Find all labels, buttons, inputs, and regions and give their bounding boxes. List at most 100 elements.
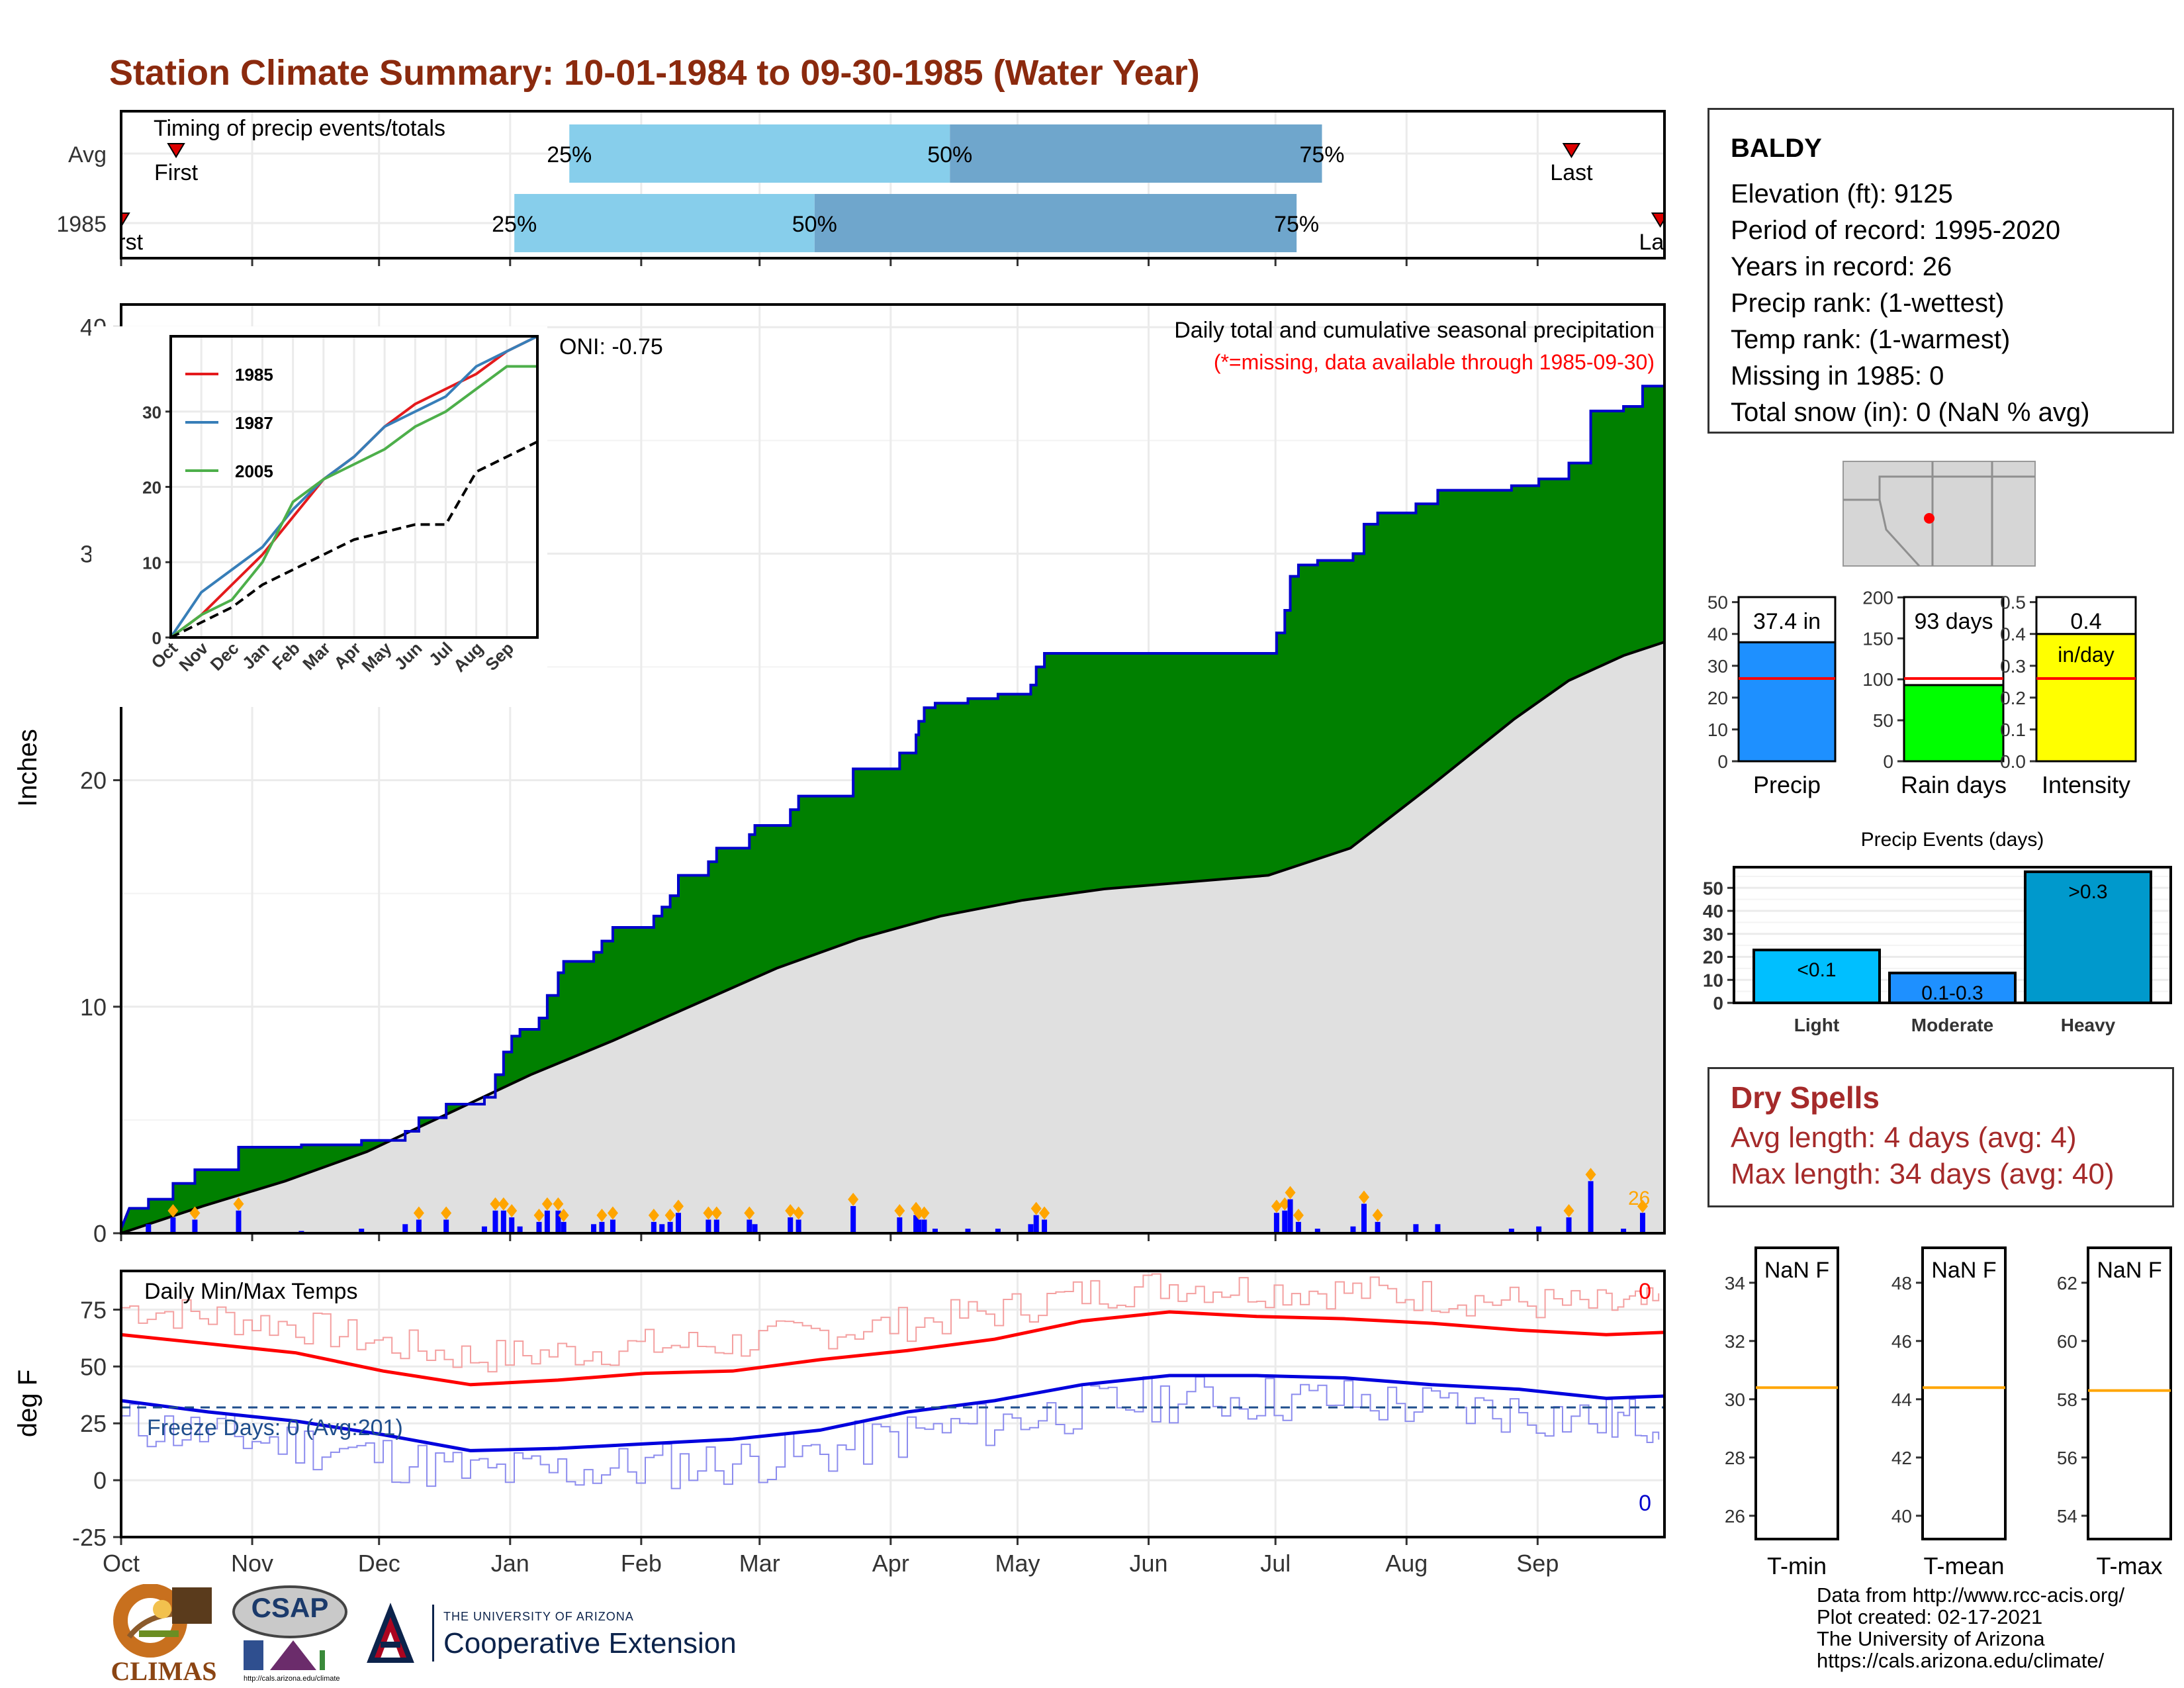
csap-url: http://cals.arizona.edu/climate <box>244 1675 340 1683</box>
timing-p75-label: 75% <box>1299 142 1344 167</box>
daily-precip-bar <box>788 1217 794 1233</box>
inset-y-tick-label: 20 <box>142 478 161 498</box>
timing-panel-label: Timing of precip events/totals <box>154 116 445 141</box>
stat-y-tick-label: 50 <box>1707 592 1728 613</box>
daily-precip-marker <box>607 1206 618 1220</box>
daily-precip-marker <box>711 1206 722 1220</box>
daily-precip-bar <box>1314 1229 1320 1233</box>
daily-precip-bar <box>1588 1181 1594 1233</box>
daily-precip-bar <box>500 1210 506 1233</box>
inset-series-line <box>169 365 537 639</box>
daily-precip-bar <box>1413 1224 1419 1233</box>
daily-precip-marker <box>596 1208 608 1222</box>
daily-precip-bar <box>752 1224 758 1233</box>
daily-precip-bar <box>1566 1217 1572 1233</box>
daily-precip-bar <box>492 1210 498 1233</box>
daily-precip-marker <box>506 1204 518 1218</box>
daily-precip-bar <box>192 1219 198 1233</box>
tpanel-y-tick-label: 30 <box>1725 1389 1745 1410</box>
stat-y-tick-label: 0.3 <box>2000 656 2026 677</box>
dry-spells-box: Dry Spells Avg length: 4 days (avg: 4) M… <box>1707 1067 2174 1207</box>
stat-bar-headroom <box>1737 596 1837 643</box>
daily-precip-bar <box>850 1205 856 1233</box>
daily-precip-marker <box>894 1204 905 1218</box>
daily-precip-marker <box>490 1197 501 1211</box>
inset-series-line <box>170 440 538 639</box>
events-frame <box>1733 866 2172 1004</box>
event-category-label: Moderate <box>1911 1015 1993 1035</box>
stat-y-tick-label: 100 <box>1862 669 1893 690</box>
credit-data-source: Data from http://www.rcc-acis.org/ <box>1817 1583 2125 1607</box>
daily-precip-marker <box>793 1206 804 1220</box>
stat-category-label: Intensity <box>2042 771 2130 798</box>
tpanel-box <box>2087 1246 2172 1540</box>
daily-precip-bar <box>170 1217 176 1233</box>
month-label: Jul <box>1260 1550 1291 1577</box>
stat-y-tick-label: 20 <box>1707 688 1728 708</box>
daily-precip-marker <box>703 1206 714 1220</box>
month-label: Aug <box>1385 1550 1428 1577</box>
daily-precip-marker <box>913 1206 925 1220</box>
daily-precip-bar <box>1361 1203 1367 1233</box>
daily-precip-bar <box>921 1219 927 1233</box>
daily-precip-bar <box>1621 1229 1627 1233</box>
daily-precip-bar <box>1639 1213 1645 1233</box>
ua-small-text: THE UNIVERSITY OF ARIZONA <box>443 1610 634 1623</box>
daily-precip-bar <box>1282 1210 1288 1233</box>
daily-precip-marker <box>848 1192 859 1206</box>
daily-precip-marker <box>1030 1201 1042 1215</box>
daily-precip-marker <box>1372 1208 1383 1222</box>
stat-y-tick-label: 0 <box>1717 751 1728 772</box>
daily-precip-marker <box>672 1199 684 1213</box>
month-label: Sep <box>1516 1550 1559 1577</box>
event-bar-label: 0.1-0.3 <box>1921 982 1983 1004</box>
tpanel-box <box>1921 1246 2007 1540</box>
timing-bar-50-75 <box>950 124 1322 183</box>
climas-logo-text: CLIMAS <box>111 1656 217 1686</box>
y-tick-label: 0 <box>93 1220 107 1247</box>
daily-temp-chart: -25 0 25 50 75 Oct Nov Dec Jan Feb Mar Apr May Jun Jul… <box>13 1270 1666 1577</box>
credit-url: https://cals.arizona.edu/climate/ <box>1817 1649 2105 1672</box>
events-y-tick-label: 30 <box>1703 924 1723 945</box>
daily-precip-marker <box>1271 1199 1282 1213</box>
dry-spells-max: Max length: 34 days (avg: 40) <box>1731 1158 2115 1190</box>
daily-precip-marker <box>533 1208 545 1222</box>
station-location-dot <box>1924 513 1934 524</box>
daily-precip-bar <box>1536 1226 1542 1233</box>
daily-precip-marker <box>558 1208 569 1222</box>
month-label: Feb <box>621 1550 662 1577</box>
station-years: Years in record: 26 <box>1731 252 1952 281</box>
daily-precip-marker <box>553 1197 564 1211</box>
daily-precip-marker <box>919 1206 930 1220</box>
tpanel-y-tick-label: 46 <box>1891 1331 1912 1352</box>
event-bar-label: >0.3 <box>2068 881 2107 903</box>
daily-precip-bar <box>1042 1219 1048 1233</box>
stat-category-label: Precip <box>1753 771 1821 798</box>
daily-precip-marker <box>664 1208 676 1222</box>
daily-precip-bar <box>610 1219 615 1233</box>
temp-y-tick-label: 25 <box>80 1410 107 1437</box>
daily-precip-bar <box>416 1219 422 1233</box>
event-bar <box>1888 971 2017 1005</box>
daily-precip-bar <box>1028 1224 1034 1233</box>
daily-min-temp-line <box>121 1376 1660 1489</box>
page-title: Station Climate Summary: 10-01-1984 to 0… <box>109 53 1200 93</box>
locator-map <box>1843 461 2036 567</box>
tpanel-value-label: NaN F <box>1931 1258 1996 1283</box>
timing-right-mask <box>1666 111 1699 258</box>
temp-y-tick-label: 0 <box>93 1467 107 1494</box>
events-y-tick-label: 40 <box>1703 901 1723 921</box>
daily-precip-marker <box>498 1197 509 1211</box>
stat-y-tick-label: 200 <box>1862 587 1893 608</box>
daily-precip-marker <box>189 1206 201 1220</box>
stat-category-label: Rain days <box>1901 771 2007 798</box>
daily-precip-bar <box>1508 1229 1514 1233</box>
daily-precip-bar <box>667 1221 673 1233</box>
daily-precip-bar <box>1295 1221 1301 1233</box>
last-event-label: Last <box>1550 160 1593 185</box>
timing-bar-50-75 <box>814 194 1297 252</box>
daily-precip-marker <box>1563 1204 1574 1218</box>
event-category-label: Light <box>1794 1015 1839 1035</box>
stat-bar-headroom <box>1903 596 2005 686</box>
inset-cumulative-chart: 0102030OctNovDecJanFebMarAprMayJunJulAug… <box>91 326 547 707</box>
